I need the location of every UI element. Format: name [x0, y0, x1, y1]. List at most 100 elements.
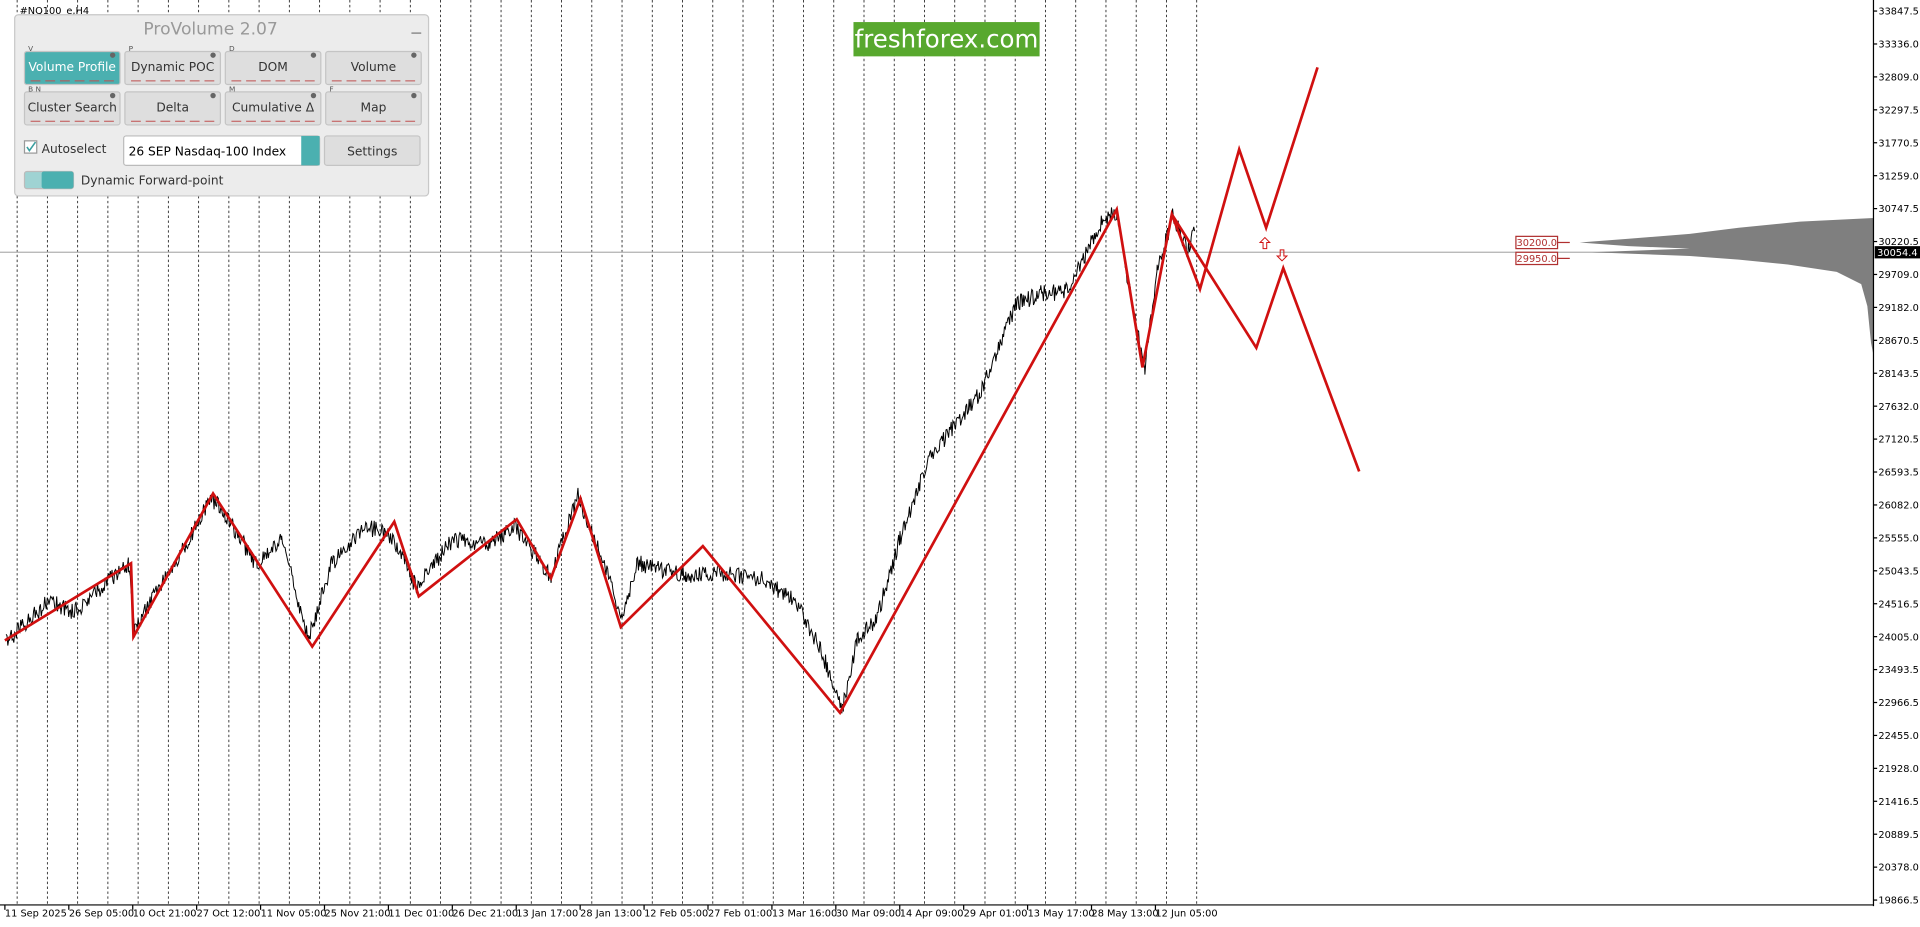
time-tick-label: 30 Mar 09:00: [836, 909, 901, 920]
wave-projection-alt: [1170, 213, 1361, 472]
tool-button[interactable]: [224, 91, 322, 126]
button-label: Cluster Search: [28, 100, 117, 114]
time-tick-label: 13 May 17:00: [1028, 909, 1095, 920]
price-tick-label: 20889.5: [1878, 830, 1918, 841]
tool-button[interactable]: [23, 50, 121, 86]
price-tick-label: 19866.5: [1878, 896, 1918, 907]
price-tick-label: 33336.0: [1878, 40, 1918, 51]
tool-button[interactable]: [23, 91, 121, 126]
button-hotkey: D: [229, 44, 235, 53]
price-tick-label: 26082.0: [1878, 501, 1918, 512]
price-tick-label: 25043.5: [1878, 566, 1918, 577]
price-tick-label: 21928.0: [1878, 764, 1918, 775]
tool-button[interactable]: [325, 50, 422, 86]
checkmark: [26, 141, 37, 153]
settings-button[interactable]: [323, 135, 421, 166]
time-tick-label: 29 Apr 01:00: [964, 909, 1028, 920]
buy-arrow: [1258, 236, 1271, 250]
price-tick-label: 21416.5: [1878, 797, 1918, 808]
instrument-name: 26 SEP Nasdaq-100 Index: [129, 144, 287, 158]
price-tick-label: 31259.0: [1878, 171, 1918, 182]
level-label: 30200.0: [1517, 238, 1557, 249]
time-tick-label: 13 Jan 17:00: [516, 909, 578, 920]
time-tick-label: 11 Sep 2025: [5, 909, 67, 920]
price-tick-label: 29709.0: [1878, 270, 1918, 281]
price-tick-label: 25555.0: [1878, 533, 1918, 544]
tool-button[interactable]: [224, 50, 322, 86]
button-hotkey: B N: [28, 84, 41, 93]
price-tick-label: 28143.5: [1878, 369, 1918, 380]
price-tick-label: 29182.0: [1878, 303, 1918, 314]
current-price-box: [1874, 246, 1920, 259]
period-separators: [16, 0, 1198, 905]
time-tick-label: 25 Nov 21:00: [324, 909, 390, 920]
price-tick-label: 33847.5: [1878, 7, 1918, 18]
button-gear: [109, 52, 116, 58]
time-tick-label: 28 May 13:00: [1092, 909, 1159, 920]
price-tick-label: 27120.5: [1878, 435, 1918, 446]
watermark: freshforex.com: [855, 24, 1039, 53]
button-label: Cumulative Δ: [232, 100, 315, 114]
volume-profile: [1579, 217, 1874, 356]
time-tick-label: 26 Dec 21:00: [452, 909, 518, 920]
price-tick-label: 32809.0: [1878, 73, 1918, 84]
button-label: Map: [361, 100, 387, 114]
wave-projection: [4, 66, 1319, 716]
button-gear: [210, 52, 216, 58]
button-hotkey: F: [329, 84, 333, 93]
button-hotkey: V: [28, 44, 33, 53]
price-tick-label: 27632.0: [1878, 402, 1918, 413]
price-tick-label: 32297.5: [1878, 105, 1918, 116]
time-tick-label: 27 Oct 12:00: [197, 909, 261, 920]
price-tick-label: 20378.0: [1878, 863, 1918, 874]
price-tick-label: 23493.5: [1878, 665, 1918, 676]
button-hotkey: M: [229, 84, 235, 93]
level-box: [1515, 235, 1559, 250]
price-tick-label: 22966.5: [1878, 698, 1918, 709]
button-label: Volume Profile: [29, 60, 116, 74]
tool-button[interactable]: [325, 91, 422, 126]
forward-label: Dynamic Forward-point: [81, 174, 224, 188]
button-grid: V Volume Profile P Dynamic POC D DOM Volume B N…: [23, 44, 422, 126]
price-tick-label: 24516.5: [1878, 599, 1918, 610]
time-tick-label: 27 Feb 01:00: [708, 909, 772, 920]
level-label: 29950.0: [1517, 254, 1557, 265]
select-spinner[interactable]: [301, 135, 320, 166]
current-price: 30054.4: [1877, 248, 1917, 259]
price-tick-label: 30747.5: [1878, 204, 1918, 215]
price-tick-label: 31770.5: [1878, 138, 1918, 149]
tool-button[interactable]: [124, 91, 222, 126]
button-gear: [310, 52, 317, 58]
button-label: DOM: [258, 60, 288, 74]
time-tick-label: 12 Jun 05:00: [1155, 909, 1217, 920]
price-tick-label: 26593.5: [1878, 468, 1918, 479]
watermark-box: [853, 22, 1040, 57]
price-tick-label: 30220.5: [1878, 237, 1918, 248]
tool-button[interactable]: [124, 50, 222, 86]
button-gear: [411, 92, 417, 99]
level-box: [1515, 251, 1559, 266]
time-tick-label: 11 Dec 01:00: [388, 909, 454, 920]
button-hotkey: P: [129, 44, 134, 53]
time-tick-label: 12 Feb 05:00: [644, 909, 708, 920]
button-label: Volume: [351, 60, 397, 74]
time-tick-label: 13 Mar 16:00: [772, 909, 837, 920]
button-gear: [310, 92, 317, 99]
toggle-knob: [41, 171, 74, 189]
button-label: Delta: [156, 100, 189, 114]
panel-title: ProVolume 2.07: [143, 19, 277, 39]
symbol-label: #NQ100_e,H4: [20, 6, 89, 17]
price-tick-label: 22455.0: [1878, 731, 1918, 742]
button-gear: [210, 92, 216, 99]
time-tick-label: 10 Oct 21:00: [133, 909, 197, 920]
button-gear: [109, 92, 116, 99]
autoselect-label: Autoselect: [42, 142, 107, 156]
time-tick-label: 14 Apr 09:00: [900, 909, 964, 920]
price-axis: 33847.5 33336.0 32809.0 32297.5 31770.5 31259…: [1873, 7, 1919, 907]
settings-label: Settings: [347, 144, 397, 158]
button-gear: [411, 52, 417, 58]
time-tick-label: 26 Sep 05:00: [69, 909, 134, 920]
provolume-panel: ProVolume 2.07 V Volume Profile P Dynamic P…: [14, 14, 430, 197]
